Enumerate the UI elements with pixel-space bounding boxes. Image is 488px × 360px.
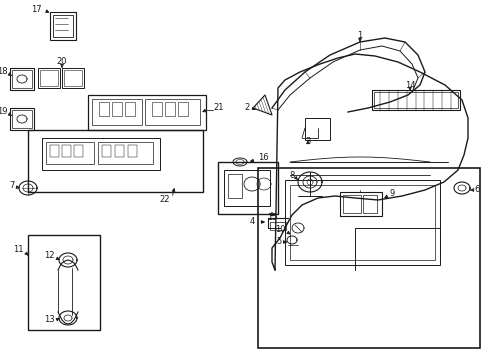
- Text: 3: 3: [305, 138, 310, 147]
- Text: 19: 19: [0, 108, 8, 117]
- Bar: [305, 118, 329, 140]
- Bar: [342, 195, 360, 213]
- Bar: [145, 99, 200, 125]
- Bar: [98, 142, 153, 164]
- Text: 9: 9: [389, 189, 394, 198]
- Text: 14: 14: [404, 81, 414, 90]
- Text: 18: 18: [0, 68, 8, 77]
- Bar: [285, 180, 439, 265]
- Bar: [289, 185, 434, 260]
- Text: 21: 21: [213, 104, 223, 112]
- Text: 16: 16: [258, 153, 268, 162]
- Bar: [10, 108, 34, 130]
- Text: 13: 13: [44, 315, 55, 324]
- Bar: [10, 68, 34, 90]
- Bar: [152, 102, 162, 116]
- Bar: [28, 130, 203, 192]
- Text: 6: 6: [473, 185, 478, 194]
- Bar: [373, 92, 457, 108]
- Bar: [164, 102, 175, 116]
- Text: 2: 2: [244, 104, 249, 112]
- Bar: [178, 102, 187, 116]
- Text: 17: 17: [31, 5, 42, 14]
- Bar: [258, 168, 479, 348]
- Bar: [99, 102, 109, 116]
- Text: 5: 5: [276, 238, 282, 247]
- Text: 10: 10: [275, 225, 285, 234]
- Bar: [125, 102, 135, 116]
- Bar: [53, 15, 73, 37]
- Bar: [46, 142, 94, 164]
- Bar: [74, 145, 83, 157]
- Bar: [269, 222, 285, 230]
- Text: 7: 7: [10, 181, 15, 190]
- Bar: [339, 192, 381, 216]
- Text: 22: 22: [159, 195, 170, 204]
- Bar: [88, 95, 205, 130]
- Bar: [362, 195, 376, 213]
- Bar: [115, 145, 124, 157]
- Bar: [371, 90, 459, 110]
- Bar: [28, 235, 100, 330]
- Text: 15: 15: [266, 213, 277, 222]
- Bar: [50, 145, 59, 157]
- Bar: [64, 70, 82, 86]
- Text: 12: 12: [44, 252, 55, 261]
- Bar: [42, 138, 160, 170]
- Bar: [227, 174, 242, 198]
- Bar: [102, 145, 111, 157]
- Text: 20: 20: [57, 58, 67, 67]
- Bar: [112, 102, 122, 116]
- Text: 8: 8: [289, 171, 294, 180]
- Bar: [62, 145, 71, 157]
- Bar: [62, 68, 84, 88]
- Bar: [40, 70, 58, 86]
- Text: 4: 4: [249, 217, 254, 226]
- Bar: [38, 68, 60, 88]
- Bar: [128, 145, 137, 157]
- Bar: [224, 170, 269, 206]
- Bar: [12, 70, 32, 88]
- Bar: [50, 12, 76, 40]
- Bar: [92, 99, 142, 125]
- Bar: [218, 162, 278, 214]
- Text: 1: 1: [357, 31, 362, 40]
- Bar: [12, 110, 32, 128]
- Text: 11: 11: [14, 246, 24, 255]
